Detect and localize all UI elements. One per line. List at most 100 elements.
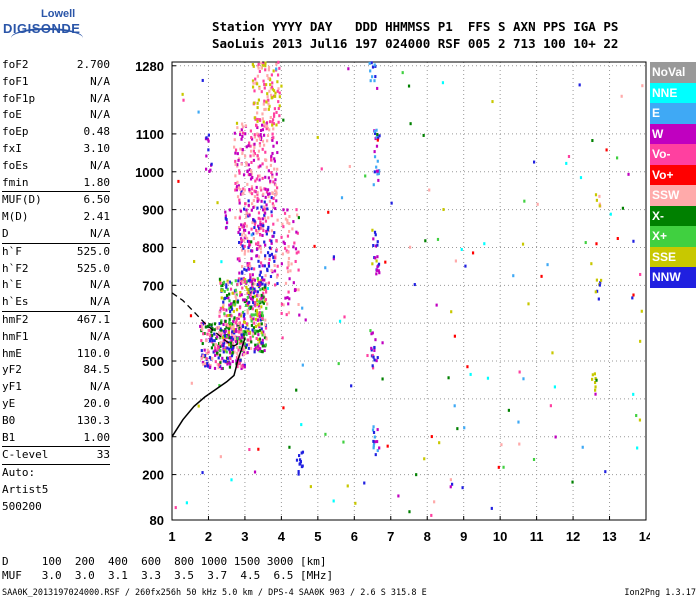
echo-point — [377, 178, 380, 182]
echo-point — [253, 142, 256, 146]
echo-point — [219, 359, 222, 363]
echo-point — [261, 333, 264, 337]
echo-point — [253, 89, 256, 93]
echo-point — [238, 271, 241, 275]
echo-point — [262, 330, 265, 334]
echo-point — [245, 161, 248, 165]
echo-point — [247, 267, 250, 271]
echo-point — [224, 346, 227, 350]
echo-point — [264, 318, 267, 322]
echo-point — [415, 473, 418, 477]
echo-point — [244, 234, 247, 238]
echo-point — [271, 120, 274, 124]
echo-point — [275, 67, 278, 71]
echo-point — [295, 458, 299, 462]
echo-point — [228, 324, 231, 328]
echo-point — [255, 313, 258, 317]
echo-point — [597, 297, 600, 301]
param-label: foF2 — [2, 58, 29, 71]
echo-point — [390, 201, 393, 205]
echo-point — [627, 172, 630, 176]
echo-point — [249, 335, 252, 339]
echo-point — [242, 298, 245, 302]
param-row-d: D N/A — [2, 226, 110, 243]
echo-point — [250, 233, 253, 237]
echo-point — [593, 372, 597, 376]
echo-point — [276, 89, 279, 93]
param-label: M(D) — [2, 210, 29, 224]
echo-point — [255, 254, 258, 258]
echo-point — [273, 259, 276, 263]
echo-point — [251, 85, 255, 89]
echo-point — [251, 63, 254, 67]
echo-point — [243, 344, 246, 348]
echo-point — [226, 346, 229, 350]
echo-point — [260, 314, 263, 318]
echo-point — [235, 121, 239, 125]
param-label: h`F2 — [2, 261, 29, 275]
header-values: SaoLuis 2013 Jul16 197 024000 RSF 005 2 … — [212, 36, 619, 51]
echo-point — [428, 188, 431, 192]
echo-point — [238, 345, 241, 349]
echo-point — [235, 329, 238, 333]
echo-point — [373, 170, 376, 174]
echo-point — [239, 314, 243, 318]
echo-point — [258, 137, 262, 141]
y-tick-label: 700 — [142, 278, 164, 293]
echo-point — [260, 188, 263, 192]
echo-point — [235, 359, 238, 363]
echo-point — [253, 321, 256, 325]
param-row-hme: hmE 110.0 — [2, 346, 110, 363]
echo-point — [210, 330, 213, 334]
echo-point — [207, 350, 210, 354]
echo-point — [372, 237, 375, 241]
param-row-fof2: foF2 2.700 — [2, 57, 110, 74]
echo-point — [256, 318, 259, 322]
echo-point — [273, 189, 277, 193]
echo-point — [212, 343, 215, 347]
legend-nnw: NNW — [650, 267, 696, 288]
echo-point — [249, 305, 253, 309]
echo-point — [252, 317, 255, 321]
echo-point — [304, 318, 307, 322]
echo-point — [594, 376, 597, 380]
echo-point — [632, 392, 635, 396]
digisonde-logo: Lowell DIGISONDE — [3, 8, 83, 42]
param-label: MUF(D) — [2, 193, 42, 207]
echo-point — [275, 275, 279, 279]
echo-point — [565, 161, 568, 165]
echo-point — [235, 297, 238, 301]
echo-point — [461, 486, 464, 490]
echo-point — [257, 333, 260, 337]
echo-point — [243, 207, 246, 211]
echo-point — [263, 333, 266, 337]
echo-point — [229, 341, 233, 345]
echo-point — [219, 342, 222, 346]
echo-point — [301, 450, 305, 454]
echo-point — [282, 225, 285, 229]
echo-point — [235, 290, 238, 294]
echo-point — [203, 331, 206, 335]
echo-point — [242, 353, 246, 357]
echo-point — [372, 430, 376, 434]
echo-point — [442, 208, 445, 212]
echo-point — [246, 287, 249, 291]
echo-point — [254, 300, 257, 304]
echo-point — [270, 241, 273, 245]
echo-point — [490, 506, 493, 510]
echo-point — [238, 201, 241, 205]
param-row-hf2: h`F2 525.0 — [2, 261, 110, 278]
echo-point — [257, 323, 260, 327]
virtual-height-trace — [171, 292, 238, 347]
echo-point — [258, 312, 261, 316]
echo-point — [253, 267, 256, 271]
echo-point — [226, 362, 229, 366]
param-value: N/A — [90, 226, 110, 240]
param-row-hmf1: hmF1 N/A — [2, 329, 110, 346]
echo-point — [261, 162, 264, 166]
echo-point — [261, 64, 264, 68]
echo-point — [373, 155, 377, 159]
param-value: N/A — [90, 108, 110, 122]
legend-vominus: Vo- — [650, 144, 696, 165]
echo-point — [216, 326, 219, 330]
